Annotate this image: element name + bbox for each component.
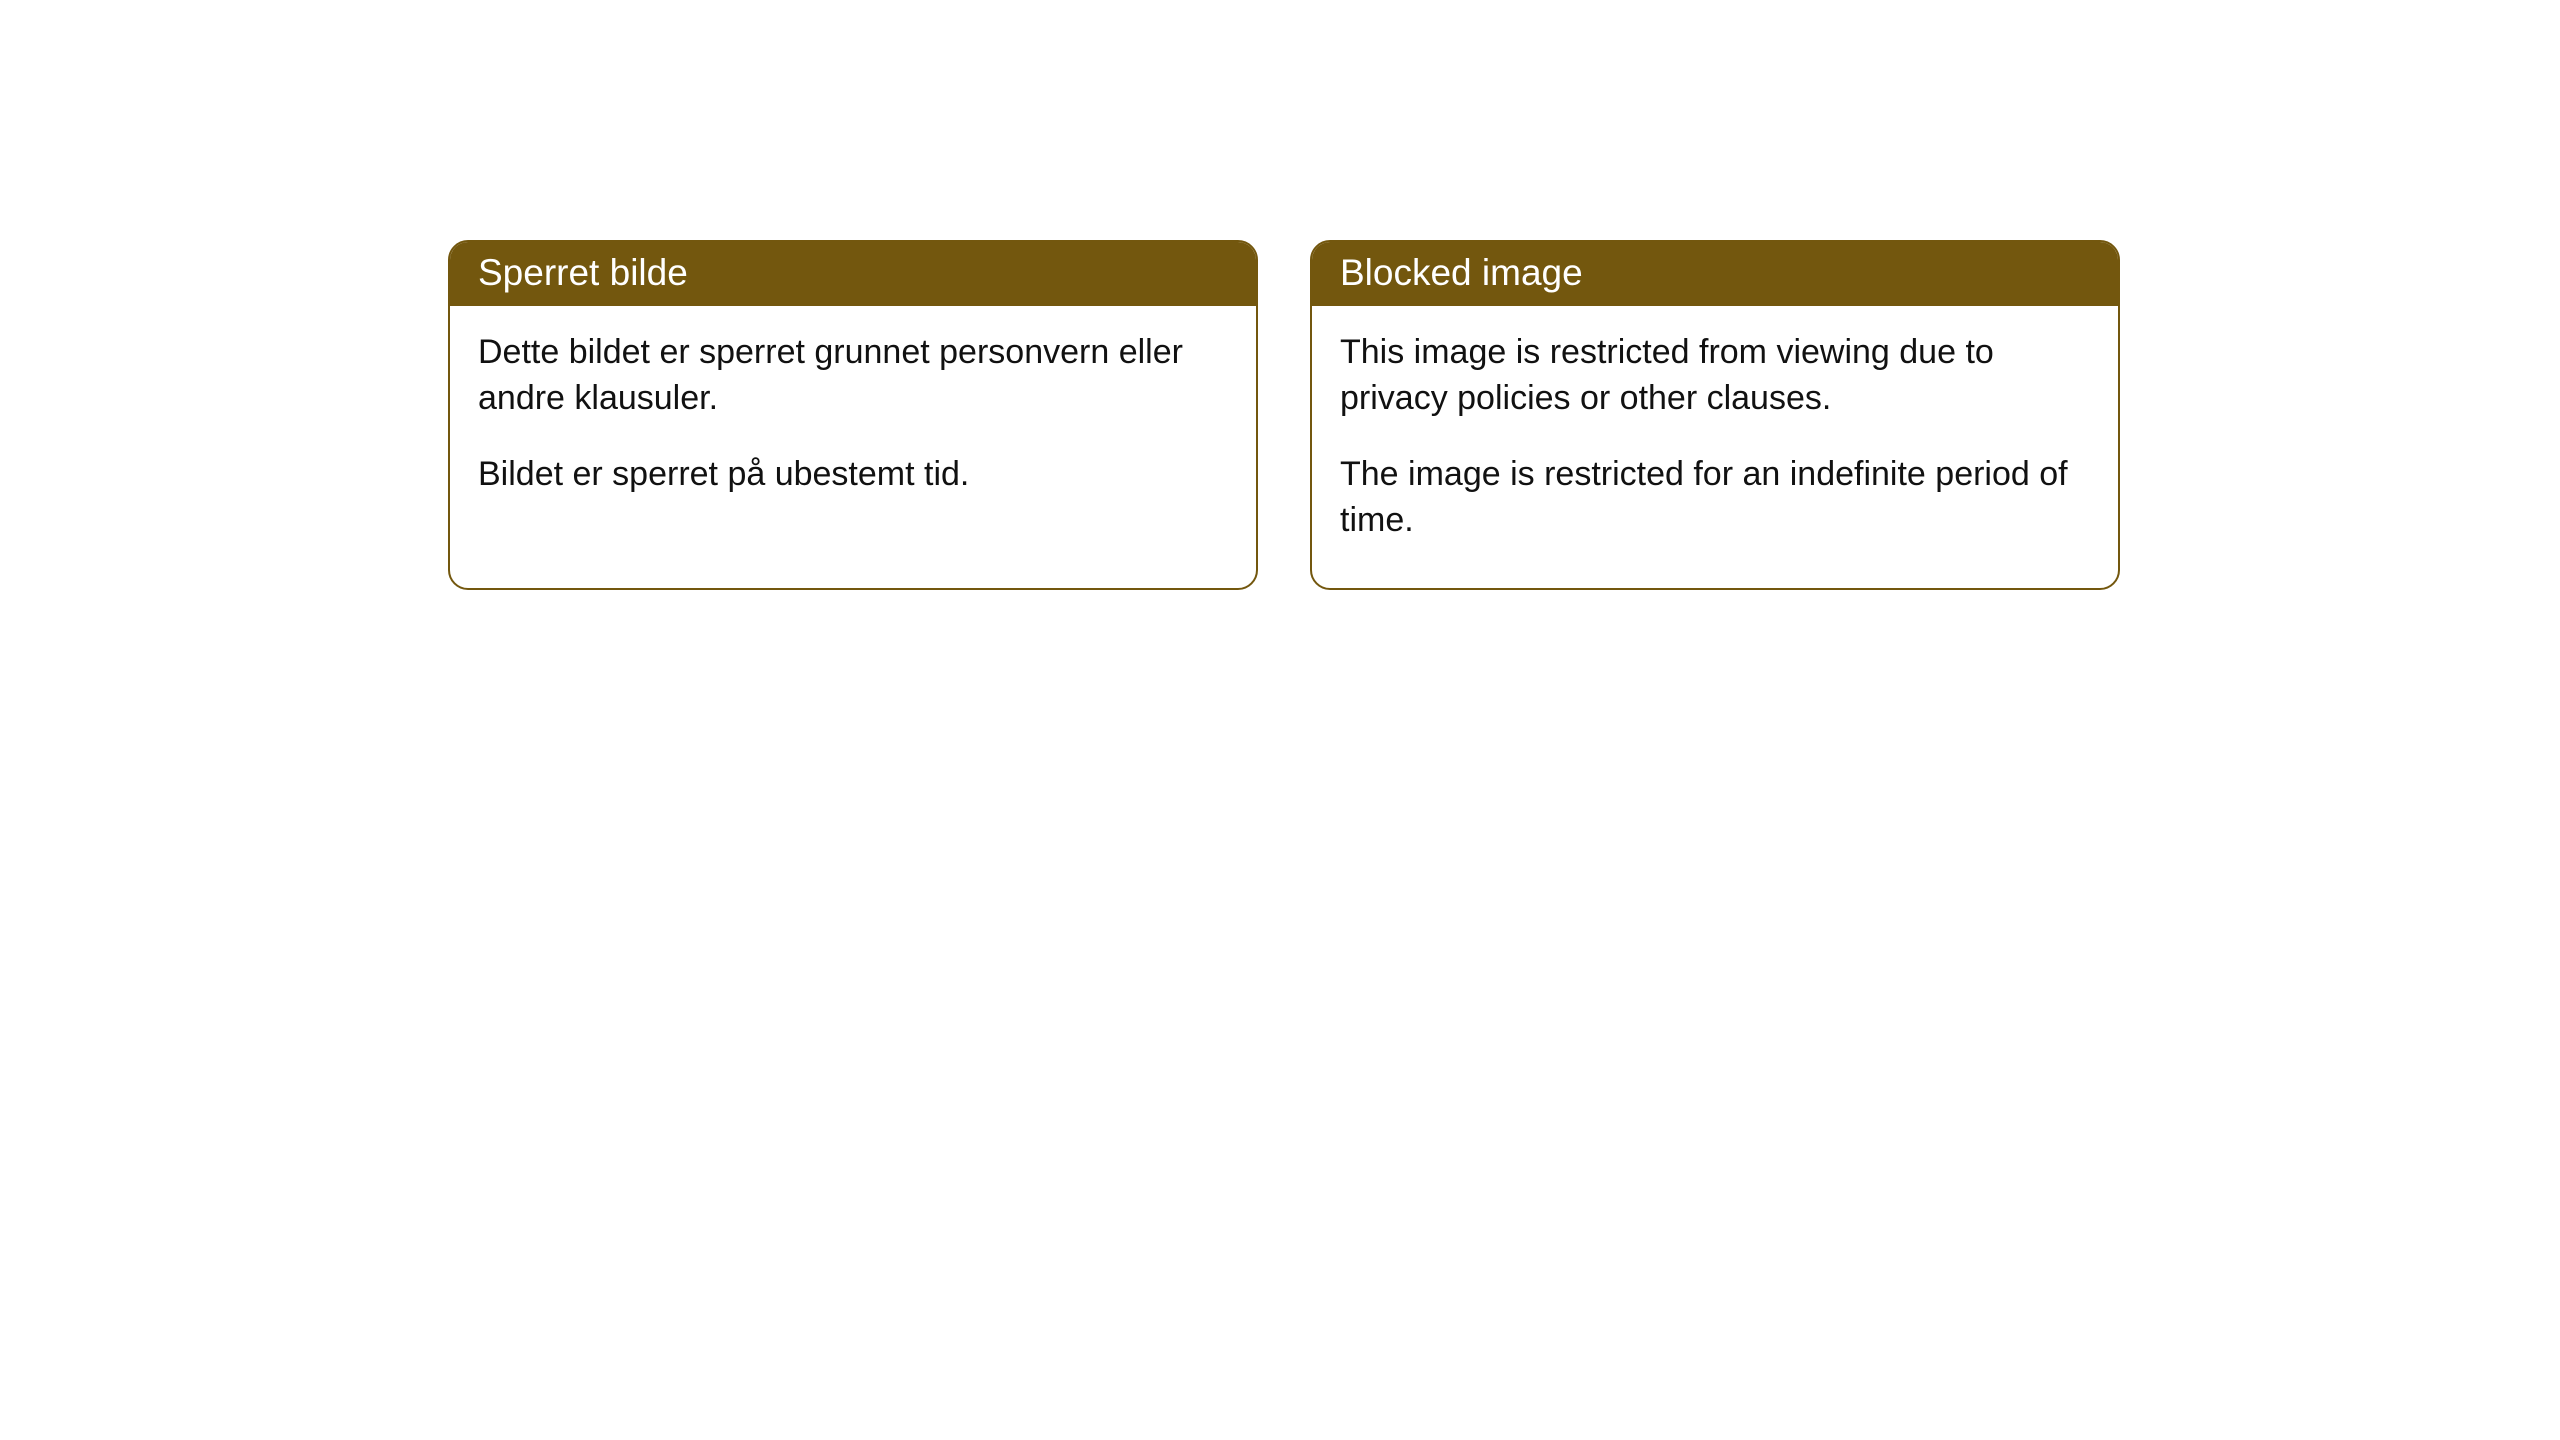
card-body-english: This image is restricted from viewing du… (1312, 306, 2118, 588)
blocked-image-card-english: Blocked image This image is restricted f… (1310, 240, 2120, 590)
paragraph-norwegian-2: Bildet er sperret på ubestemt tid. (478, 452, 1228, 498)
blocked-image-card-norwegian: Sperret bilde Dette bildet er sperret gr… (448, 240, 1258, 590)
paragraph-norwegian-1: Dette bildet er sperret grunnet personve… (478, 330, 1228, 422)
card-body-norwegian: Dette bildet er sperret grunnet personve… (450, 306, 1256, 542)
card-header-norwegian: Sperret bilde (450, 242, 1256, 306)
paragraph-english-1: This image is restricted from viewing du… (1340, 330, 2090, 422)
blocked-image-notice-container: Sperret bilde Dette bildet er sperret gr… (448, 240, 2120, 590)
paragraph-english-2: The image is restricted for an indefinit… (1340, 452, 2090, 544)
card-header-english: Blocked image (1312, 242, 2118, 306)
